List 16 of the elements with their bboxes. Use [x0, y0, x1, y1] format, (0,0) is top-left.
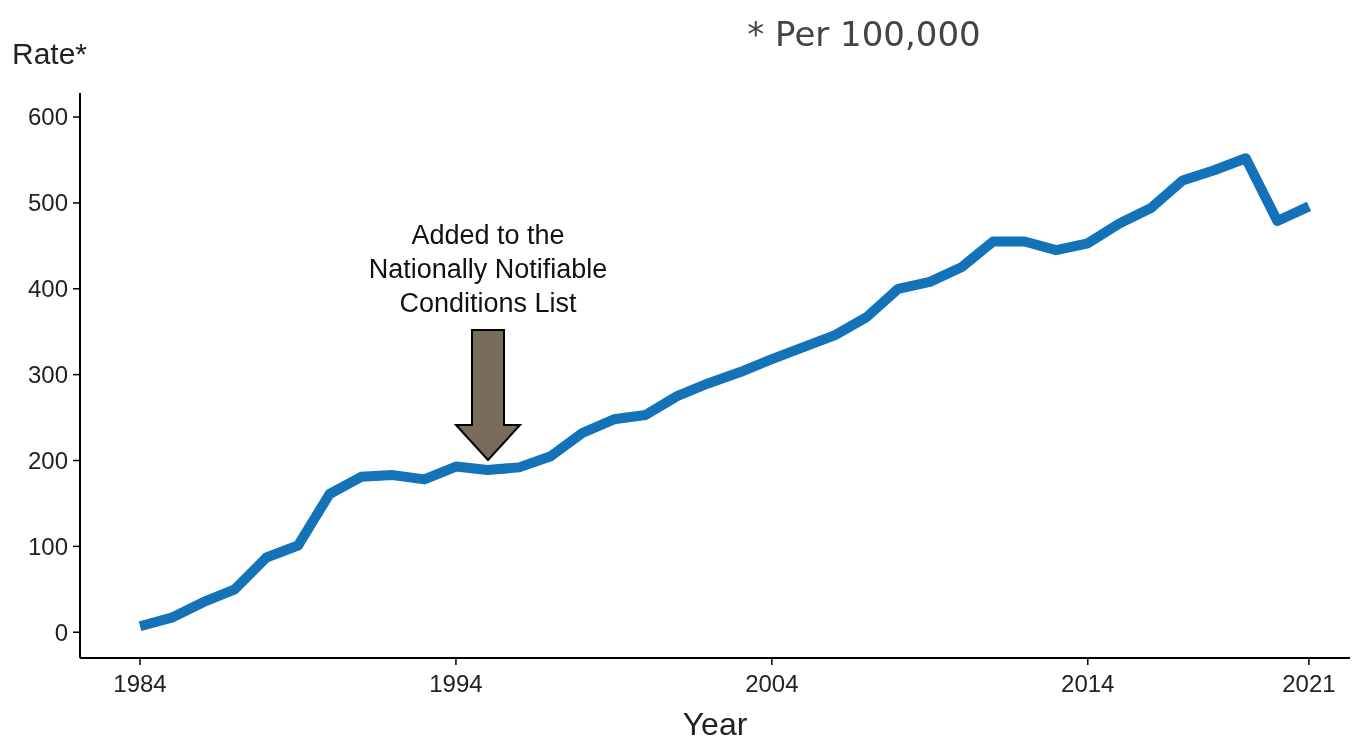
y-tick-label: 500 [27, 189, 68, 217]
x-tick-label: 1984 [113, 670, 167, 697]
y-tick-label: 300 [27, 361, 68, 389]
y-tick-label: 600 [27, 103, 68, 131]
x-tick-label: 2021 [1282, 670, 1336, 697]
x-tick-label: 1994 [429, 670, 483, 697]
x-tick-label: 2004 [745, 670, 799, 697]
x-axis-title: Year [682, 706, 748, 742]
text: * Per 100,000 [747, 14, 981, 54]
y-tick-label: 100 [27, 532, 68, 560]
y-tick-label: 400 [27, 275, 68, 303]
annotation: Added to the Nationally Notifiable Conditions List [368, 220, 608, 318]
y-tick-label: 0 [54, 618, 68, 646]
x-tick-label: 2014 [1061, 670, 1115, 697]
y-axis-title: Rate* [12, 37, 88, 70]
y-tick-label: 200 [27, 446, 68, 474]
